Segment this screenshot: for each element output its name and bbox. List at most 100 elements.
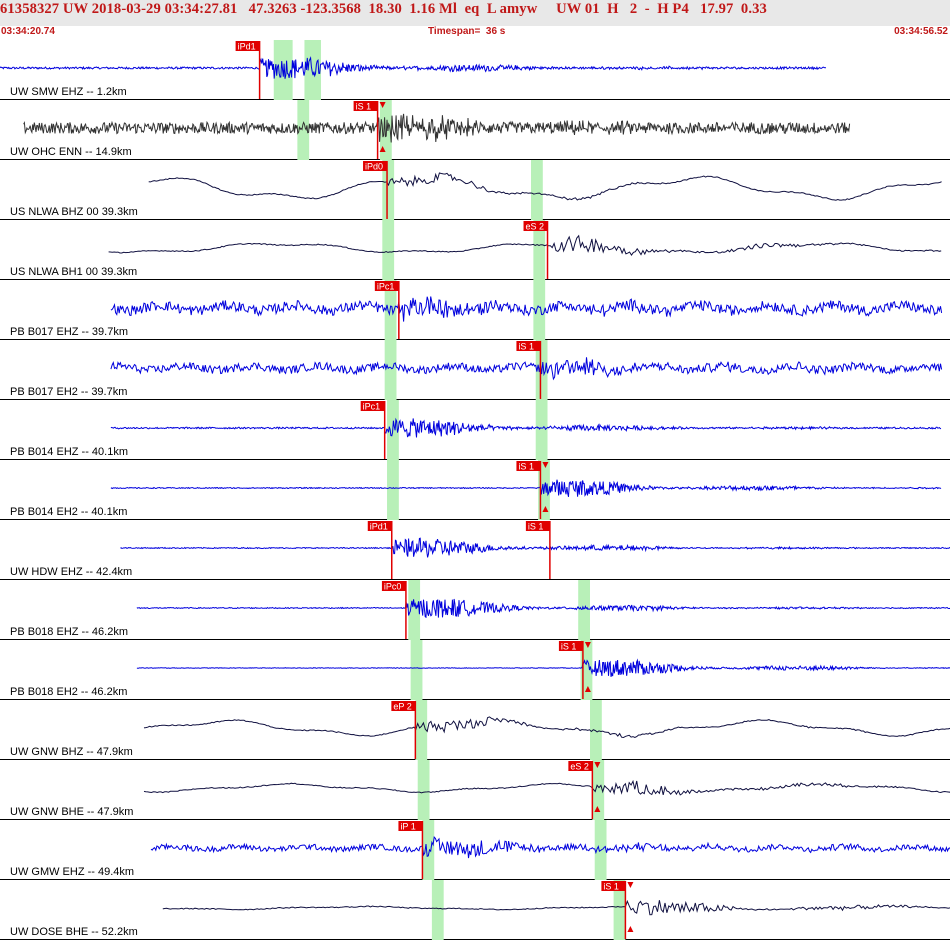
- waveform: [136, 598, 950, 619]
- station-label: PB B018 EH2 -- 46.2km: [10, 686, 128, 698]
- trace-row-14: iS 1: [0, 880, 950, 940]
- trace-row-4: iPc1: [0, 280, 950, 340]
- pick-arrow: [594, 762, 601, 768]
- pick-window: [422, 820, 435, 880]
- waveform: [0, 56, 827, 79]
- trace-row-0: iPd1: [0, 40, 950, 100]
- pick-arrow: [542, 506, 549, 512]
- pick-window: [273, 40, 293, 100]
- waveform: [143, 779, 950, 796]
- station-label: PB B014 EH2 -- 40.1km: [10, 506, 128, 518]
- trace-row-13: iP 1: [0, 820, 950, 880]
- station-label: UW GNW BHZ -- 47.9km: [10, 746, 133, 758]
- pick-arrow: [584, 642, 591, 648]
- pick-window: [297, 100, 310, 160]
- waveform: [150, 835, 950, 859]
- pick-flag: [353, 101, 378, 111]
- pick-label: iPd1: [370, 522, 388, 532]
- pick-window: [384, 340, 397, 400]
- pick-flag: [523, 221, 548, 231]
- pick-label: iPd1: [238, 42, 256, 52]
- trace-row-2: iPd0: [0, 160, 950, 220]
- pick-label: iPd0: [365, 162, 383, 172]
- station-label: PB B017 EH2 -- 39.7km: [10, 386, 128, 398]
- station-label: US NLWA BH1 00 39.3km: [10, 266, 138, 278]
- pick-label: iS 1: [603, 882, 619, 892]
- pick-flag: [516, 461, 541, 471]
- waveform: [148, 172, 942, 201]
- pick-flag: [360, 401, 385, 411]
- waveform: [110, 296, 943, 322]
- waveform: [108, 234, 942, 256]
- station-label: UW SMW EHZ -- 1.2km: [10, 86, 127, 98]
- pick-window: [304, 40, 321, 100]
- trace-row-6: iPc1: [0, 400, 950, 460]
- pick-flag: [525, 521, 550, 531]
- pick-label: iS 1: [561, 642, 577, 652]
- waveform: [110, 417, 942, 438]
- pick-label: iPc1: [377, 282, 395, 292]
- pick-label: eP 2: [393, 702, 411, 712]
- pick-flag: [363, 161, 388, 171]
- pick-window: [415, 700, 428, 760]
- pick-flag: [374, 281, 399, 291]
- trace-row-3: eS 2: [0, 220, 950, 280]
- waveform: [136, 658, 950, 678]
- trace-row-9: iPc0: [0, 580, 950, 640]
- event-header-title: 61358327 UW 2018-03-29 03:34:27.81 47.32…: [0, 1, 767, 17]
- pick-window: [410, 640, 423, 700]
- trace-row-7: iS 1: [0, 460, 950, 520]
- pick-window: [387, 460, 399, 520]
- trace-row-8: iPd1 iS 1: [0, 521, 950, 580]
- pick-arrow: [627, 882, 634, 888]
- pick-arrow: [542, 462, 549, 468]
- pick-window: [531, 160, 543, 220]
- pick-label: eS 2: [526, 222, 545, 232]
- pick-label: iS 1: [356, 102, 372, 112]
- timespan-readout: Timespan= 36 s: [428, 26, 506, 37]
- station-label: UW DOSE BHE -- 52.2km: [10, 926, 138, 938]
- pick-window: [382, 220, 395, 280]
- trace-row-12: eS 2: [0, 760, 950, 820]
- pick-arrow: [594, 806, 601, 812]
- pick-window: [592, 760, 605, 820]
- trace-row-1: iS 1: [0, 100, 950, 160]
- pick-arrow: [627, 926, 634, 932]
- waveform: [120, 537, 950, 558]
- waveform: [110, 357, 943, 381]
- pick-label: iS 1: [518, 342, 534, 352]
- waveform: [23, 113, 851, 143]
- station-label: UW OHC ENN -- 14.9km: [10, 146, 132, 158]
- station-label: PB B014 EHZ -- 40.1km: [10, 446, 128, 458]
- trace-row-5: iS 1: [0, 340, 950, 400]
- pick-flag: [558, 641, 583, 651]
- waveform: [162, 899, 950, 916]
- pick-label: iS 1: [528, 522, 544, 532]
- pick-label: eS 2: [570, 762, 589, 772]
- pick-window: [382, 160, 395, 220]
- station-label: UW GNW BHE -- 47.9km: [10, 806, 134, 818]
- pick-window: [379, 100, 392, 160]
- pick-label: iPc0: [384, 582, 402, 592]
- pick-flag: [568, 761, 593, 771]
- window-start-time: 03:34:20.74: [1, 26, 55, 37]
- pick-flag: [398, 821, 423, 831]
- pick-window: [533, 220, 546, 280]
- pick-flag: [391, 701, 416, 711]
- trace-row-11: eP 2: [0, 700, 950, 760]
- header-bar: [0, 0, 950, 26]
- pick-window: [431, 880, 444, 940]
- pick-arrow: [379, 102, 386, 108]
- station-label: UW HDW EHZ -- 42.4km: [10, 566, 133, 578]
- pick-window: [578, 580, 590, 640]
- station-label: US NLWA BHZ 00 39.3km: [10, 206, 138, 218]
- pick-window: [533, 280, 546, 340]
- pick-flag: [235, 41, 260, 51]
- pick-window: [384, 280, 397, 340]
- pick-flag: [516, 341, 541, 351]
- station-label: UW GMW EHZ -- 49.4km: [10, 866, 135, 878]
- pick-arrow: [379, 146, 386, 152]
- pick-window: [417, 760, 430, 820]
- waveform: [143, 716, 950, 739]
